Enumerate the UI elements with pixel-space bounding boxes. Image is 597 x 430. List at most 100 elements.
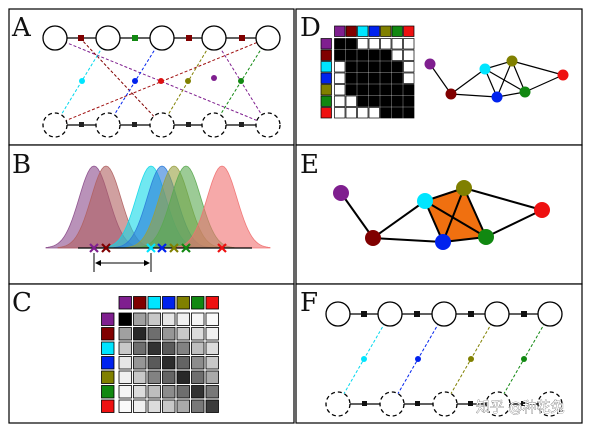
matrix-row-header [101,370,115,384]
dot-purple [211,75,217,81]
matrix-cell [205,370,219,384]
binary-cell [380,84,392,96]
binary-col-header [334,25,346,37]
binary-cell [334,84,346,96]
bottom-node-1 [42,112,68,138]
matrix-cell [191,341,205,355]
binary-col-header [380,25,392,37]
matrix-cell [191,385,205,399]
matrix-row-header [101,385,115,399]
matrix-cell [205,327,219,341]
matrix-row-header [101,327,115,341]
matrix-row-header [101,312,115,326]
binary-cell [357,61,369,73]
top-node-4 [201,25,227,51]
matrix-cell [118,312,132,326]
panel-c-letter: C [12,288,32,318]
e-edge-green-red [485,209,543,238]
bottom-marker-3 [186,122,191,127]
panel-b-letter: B [12,150,31,180]
panel-a-letter: A [11,13,32,43]
binary-cell [345,61,357,73]
binary-cell [380,38,392,50]
bottom-marker-4 [239,122,244,127]
panel-c-diagram [101,296,219,413]
f-dot-green [521,356,527,362]
binary-cell [391,61,403,73]
binary-cell [368,61,380,73]
panel-f-diagram [325,301,563,417]
binary-cell [391,84,403,96]
binary-cell [403,84,415,96]
matrix-cell [147,385,161,399]
binary-row-header [320,107,332,119]
binary-cell [368,72,380,84]
matrix-col-header [176,296,190,310]
d-graph-edge [524,74,564,93]
binary-cell [345,72,357,84]
f-top-node-3 [431,301,457,327]
matrix-cell [176,399,190,413]
binary-cell [357,84,369,96]
d-graph-node-green [519,86,531,98]
binary-cell [357,95,369,107]
binary-cell [403,95,415,107]
binary-cell [380,107,392,119]
e-node-cyan [417,193,433,209]
x-marker-stroke-b [146,243,156,253]
e-node-green [478,229,494,245]
binary-cell [368,107,380,119]
e-edge-darkred-blue [372,237,444,243]
matrix-cell [118,399,132,413]
dot-cyan [79,78,85,84]
binary-cell [345,95,357,107]
x-marker-stroke-b [181,243,191,253]
panel-b-diagram [45,165,271,272]
binary-cell [368,38,380,50]
bottom-node-5 [255,112,281,138]
binary-row-header [320,84,332,96]
binary-cell [345,38,357,50]
panel-d-diagram [320,25,569,119]
dot-green [238,78,244,84]
matrix-cell [147,356,161,370]
binary-col-header [368,25,380,37]
matrix-cell [162,356,176,370]
bottom-node-3 [149,112,175,138]
e-edge-diag2 [442,187,465,243]
matrix-cell [133,312,147,326]
top-node-1 [42,25,68,51]
binary-cell [368,49,380,61]
matrix-cell [147,312,161,326]
binary-cell [345,107,357,119]
top-marker-3 [186,35,192,41]
matrix-row-header [101,399,115,413]
e-edge-olive-red [463,187,543,211]
matrix-cell [191,370,205,384]
binary-cell [334,72,346,84]
e-edge-diag1 [424,200,487,238]
x-marker-stroke-b [217,243,227,253]
matrix-cell [133,370,147,384]
matrix-col-header [191,296,205,310]
matrix-cell [118,327,132,341]
matrix-cell [147,370,161,384]
matrix-cell [205,399,219,413]
d-graph-node-cyan [479,63,491,75]
binary-row-header [320,61,332,73]
matrix-cell [176,385,190,399]
matrix-cell [191,327,205,341]
top-marker-1 [78,35,84,41]
binary-cell [357,72,369,84]
matrix-cell [133,385,147,399]
binary-cell [391,107,403,119]
x-markers [89,243,227,253]
e-edge-darkred-cyan [372,200,426,239]
f-top-marker-3 [468,311,474,317]
binary-cell [357,49,369,61]
binary-cell [403,107,415,119]
f-top-marker-4 [521,311,527,317]
d-graph-edge [496,60,513,98]
x-marker-stroke-b [169,243,179,253]
matrix-cell [176,327,190,341]
